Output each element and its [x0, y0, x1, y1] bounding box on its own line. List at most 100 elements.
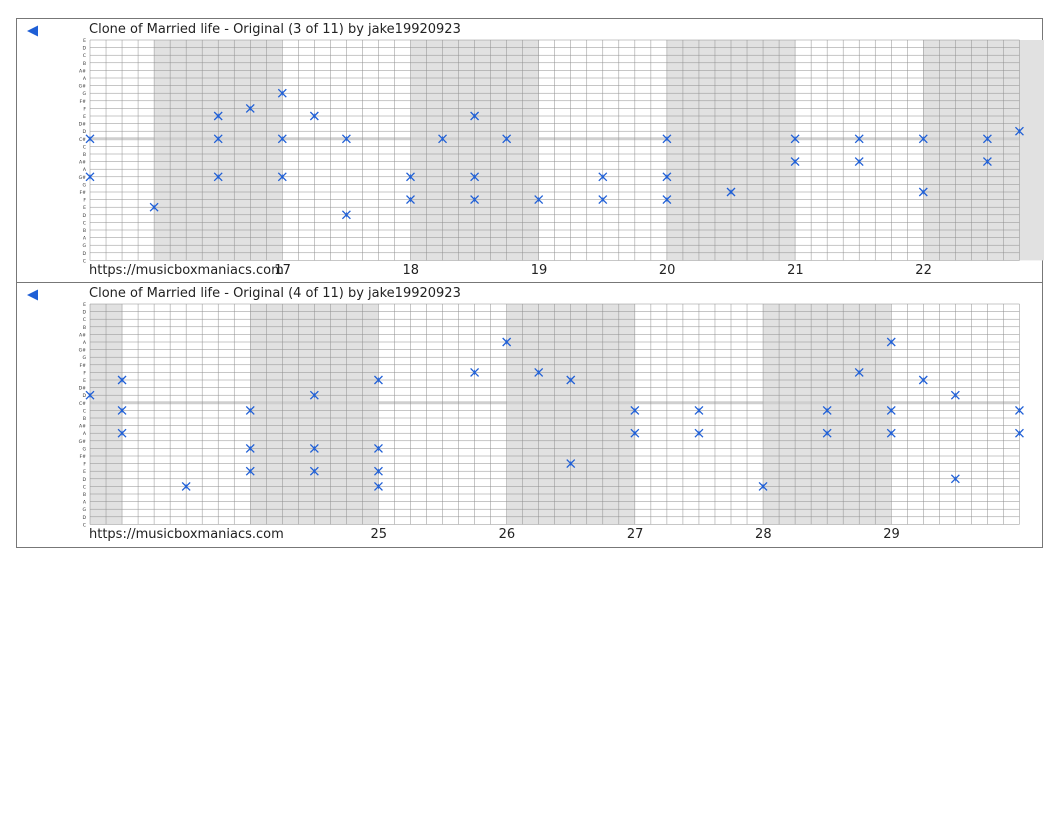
pitch-label: C: [83, 220, 86, 226]
pitch-label: D: [82, 477, 86, 483]
note-mark: [85, 172, 95, 182]
note-mark: [598, 195, 608, 205]
note-mark: [662, 172, 672, 182]
measure-number: 22: [915, 263, 932, 278]
note-mark: [918, 375, 928, 385]
pitch-label: C: [83, 144, 86, 150]
pitch-label: B: [83, 492, 86, 498]
note-mark: [309, 111, 319, 121]
note-mark: [502, 134, 512, 144]
measure-number: 20: [658, 263, 676, 278]
note-mark: [245, 466, 255, 476]
note-mark: [1014, 126, 1024, 136]
pitch-label: F#: [80, 454, 87, 460]
note-mark: [373, 466, 383, 476]
note-mark: [662, 134, 672, 144]
note-mark: [406, 172, 415, 182]
pitch-label: A#: [79, 160, 86, 166]
pitch-label: A: [83, 236, 87, 242]
pitch-label: A: [83, 76, 87, 82]
note-mark: [630, 428, 640, 438]
note-mark: [341, 134, 351, 144]
pitch-label: E: [83, 205, 86, 211]
measure-number: 25: [370, 527, 387, 542]
pitch-label: F: [83, 370, 86, 376]
note-mark: [277, 172, 287, 182]
pitch-label: C#: [79, 137, 86, 143]
pitch-label: E: [83, 378, 86, 384]
note-mark: [630, 405, 640, 415]
pitch-label: A: [83, 340, 87, 346]
pitch-label: C: [83, 317, 86, 323]
pitch-label: D: [82, 393, 86, 399]
note-mark: [982, 134, 992, 144]
pitch-label: G: [82, 182, 86, 188]
panel-title: Clone of Married life - Original (4 of 1…: [89, 286, 461, 301]
note-mark: [470, 367, 480, 377]
measure-number: 19: [530, 263, 548, 278]
pitch-label: D: [82, 515, 86, 521]
pitch-label: E: [83, 469, 86, 475]
pitch-label: B: [83, 416, 86, 422]
note-mark: [918, 187, 928, 197]
pitch-label: G: [82, 355, 86, 361]
note-mark: [373, 443, 383, 453]
note-mark: [181, 481, 191, 491]
pitch-label: D: [82, 129, 86, 135]
pitch-label: G#: [79, 175, 87, 181]
measure-number: 27: [626, 527, 644, 542]
note-mark: [694, 428, 704, 438]
pitch-label: G: [82, 91, 86, 97]
pitch-label: C: [83, 408, 86, 414]
pitch-label: D: [82, 310, 86, 316]
note-mark: [566, 459, 576, 469]
note-mark: [886, 337, 896, 347]
note-mark: [758, 481, 768, 491]
note-mark: [470, 111, 480, 121]
note-mark: [341, 210, 351, 220]
pitch-label: G#: [79, 348, 87, 354]
pitch-label: A#: [79, 332, 86, 338]
measure-number: 21: [787, 263, 804, 278]
note-mark: [309, 390, 319, 400]
measure-number: 28: [755, 527, 772, 542]
note-mark: [213, 111, 223, 121]
note-mark: [694, 405, 704, 415]
note-mark: [886, 405, 896, 415]
pitch-label: D#: [79, 122, 87, 128]
note-mark: [886, 428, 896, 438]
pitch-label: D#: [79, 386, 87, 392]
note-mark: [790, 134, 800, 144]
measure-number: 29: [883, 527, 900, 542]
back-arrow-icon[interactable]: [25, 23, 41, 39]
note-mark: [726, 187, 736, 197]
pitch-label: A: [83, 500, 87, 506]
note-mark: [309, 443, 319, 453]
score-panel-4: Clone of Married life - Original (4 of 1…: [16, 283, 1043, 548]
note-mark: [950, 474, 960, 484]
pitch-label: G#: [79, 439, 87, 445]
pitch-label: B: [83, 325, 86, 331]
website-label: https://musicboxmaniacs.com: [89, 263, 284, 278]
pitch-label: G#: [79, 84, 87, 90]
note-mark: [598, 172, 608, 182]
note-mark: [1014, 405, 1024, 415]
note-mark: [1014, 428, 1024, 438]
note-mark: [277, 134, 287, 144]
pitch-label: E: [83, 114, 86, 120]
pitch-label: B: [83, 228, 86, 234]
pitch-label: E: [83, 38, 86, 44]
note-mark: [117, 405, 127, 415]
panel-title: Clone of Married life - Original (3 of 1…: [89, 22, 461, 37]
note-mark: [213, 172, 223, 182]
note-mark: [85, 390, 95, 400]
note-mark: [245, 103, 255, 113]
note-mark: [277, 88, 287, 98]
pitch-label: B: [83, 152, 86, 158]
note-mark: [149, 202, 159, 212]
measure-number: 26: [498, 527, 516, 542]
note-mark: [406, 195, 415, 205]
note-mark: [470, 195, 480, 205]
back-arrow-icon[interactable]: [25, 287, 41, 303]
note-mark: [373, 375, 383, 385]
